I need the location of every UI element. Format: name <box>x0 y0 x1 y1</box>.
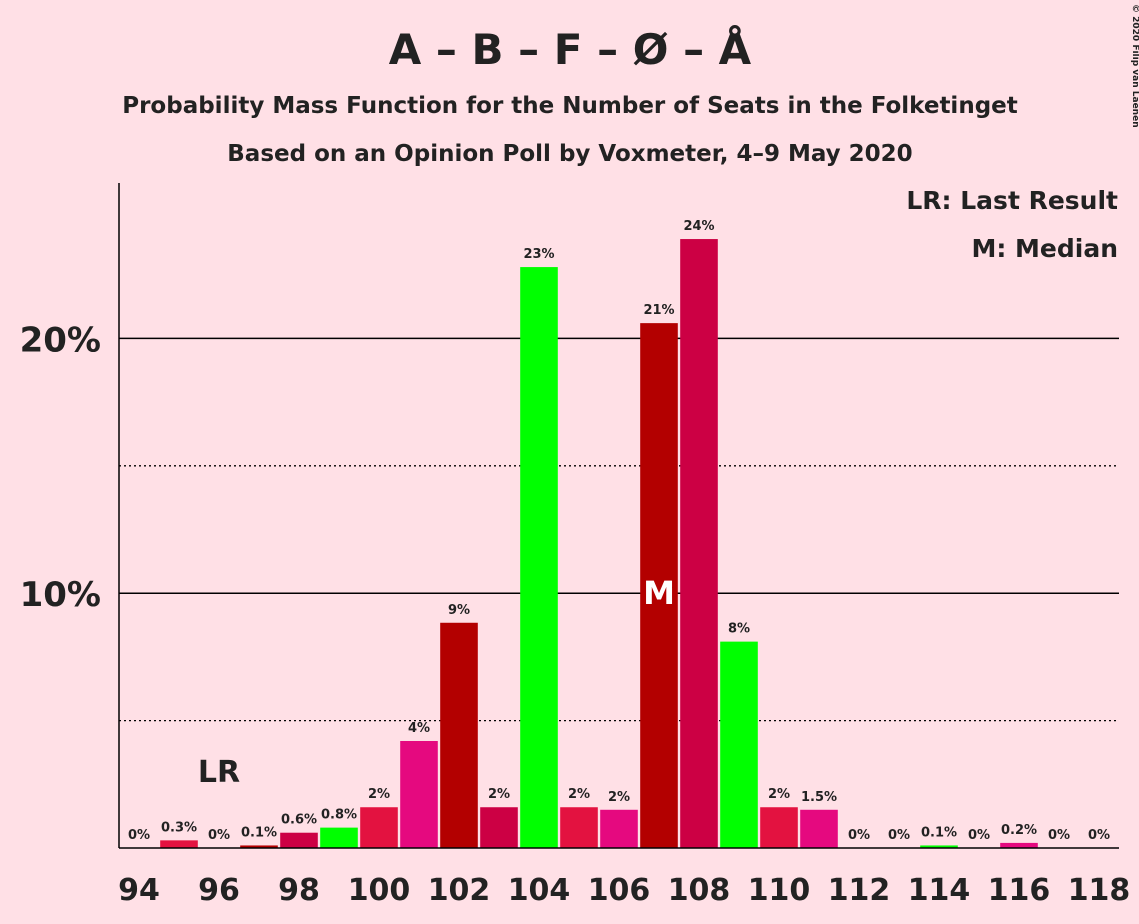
bar <box>560 807 598 848</box>
x-tick-label: 102 <box>428 873 491 908</box>
bar <box>760 807 798 848</box>
value-label: 0% <box>848 828 870 843</box>
value-label: 9% <box>448 603 470 618</box>
x-tick-label: 114 <box>908 873 971 908</box>
bar <box>1000 842 1038 848</box>
value-label: 0.1% <box>241 825 277 840</box>
bar <box>600 809 638 848</box>
x-tick-label: 100 <box>348 873 411 908</box>
y-tick-label: 20% <box>20 320 101 360</box>
value-label: 0.2% <box>1001 823 1037 838</box>
bar <box>520 267 558 849</box>
bar <box>360 807 398 848</box>
x-tick-label: 106 <box>588 873 651 908</box>
value-label: 0.1% <box>921 825 957 840</box>
x-tick-label: 108 <box>668 873 731 908</box>
chart-subtitle: Probability Mass Function for the Number… <box>122 93 1018 119</box>
bar <box>160 840 198 848</box>
value-label: 8% <box>728 622 750 637</box>
bar <box>400 740 438 848</box>
value-label: 0% <box>128 828 150 843</box>
value-label: 0% <box>888 828 910 843</box>
legend-entry: LR: Last Result <box>906 186 1118 215</box>
value-label: 2% <box>608 790 630 805</box>
value-label: 0.8% <box>321 808 357 823</box>
value-label: 1.5% <box>801 790 837 805</box>
value-label: 2% <box>568 787 590 802</box>
x-tick-label: 112 <box>828 873 891 908</box>
bar <box>800 809 838 848</box>
x-tick-label: 96 <box>198 873 240 908</box>
x-tick-label: 110 <box>748 873 811 908</box>
value-label: 0% <box>208 828 230 843</box>
bar <box>320 827 358 848</box>
median-marker: M <box>643 574 675 612</box>
value-label: 0% <box>968 828 990 843</box>
value-label: 0% <box>1088 828 1110 843</box>
value-label: 24% <box>683 219 714 234</box>
value-label: 4% <box>408 721 430 736</box>
value-label: 2% <box>768 787 790 802</box>
copyright: © 2020 Filip van Laenen <box>1130 4 1139 128</box>
bar <box>280 832 318 848</box>
bar <box>640 323 678 848</box>
bar <box>680 239 718 848</box>
x-tick-label: 116 <box>988 873 1051 908</box>
chart-subtitle: Based on an Opinion Poll by Voxmeter, 4–… <box>227 141 912 167</box>
value-label: 21% <box>643 303 674 318</box>
value-label: 0.6% <box>281 813 317 828</box>
x-tick-label: 104 <box>508 873 571 908</box>
chart-title: A – B – F – Ø – Å <box>389 24 752 74</box>
bar <box>920 845 958 848</box>
x-tick-label: 118 <box>1068 873 1131 908</box>
value-label: 2% <box>488 787 510 802</box>
bar <box>480 807 518 848</box>
legend-entry: M: Median <box>971 234 1118 263</box>
bar <box>720 641 758 848</box>
last-result-marker: LR <box>198 755 240 790</box>
bar <box>440 622 478 848</box>
x-tick-label: 98 <box>278 873 320 908</box>
value-label: 0% <box>1048 828 1070 843</box>
y-tick-label: 10% <box>20 575 101 615</box>
value-label: 23% <box>523 247 554 262</box>
x-tick-label: 94 <box>118 873 160 908</box>
value-label: 0.3% <box>161 820 197 835</box>
bar <box>240 845 278 848</box>
value-label: 2% <box>368 787 390 802</box>
